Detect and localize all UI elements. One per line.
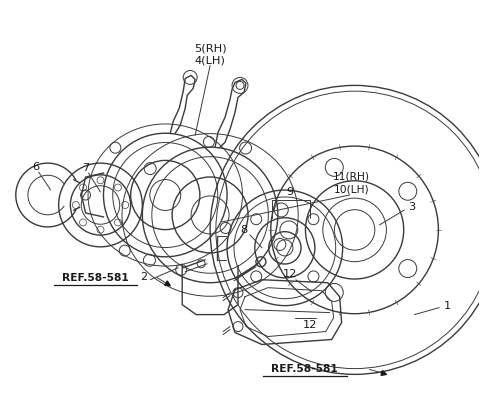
Text: 5(RH): 5(RH) <box>194 43 227 53</box>
Text: 7: 7 <box>82 163 89 173</box>
Text: 10(LH): 10(LH) <box>334 184 370 194</box>
Text: 8: 8 <box>240 225 248 235</box>
Text: 4(LH): 4(LH) <box>195 55 226 66</box>
Text: 12: 12 <box>302 320 317 330</box>
Polygon shape <box>381 371 386 375</box>
Text: 12: 12 <box>283 269 297 279</box>
Text: 9: 9 <box>286 187 293 197</box>
Text: REF.58-581: REF.58-581 <box>271 365 338 375</box>
Text: 3: 3 <box>408 202 415 212</box>
Polygon shape <box>165 281 170 286</box>
Text: REF.58-581: REF.58-581 <box>62 273 129 283</box>
Text: 6: 6 <box>32 162 39 172</box>
Text: 2: 2 <box>140 272 147 282</box>
Text: 11(RH): 11(RH) <box>333 171 370 181</box>
Text: 1: 1 <box>444 300 451 310</box>
